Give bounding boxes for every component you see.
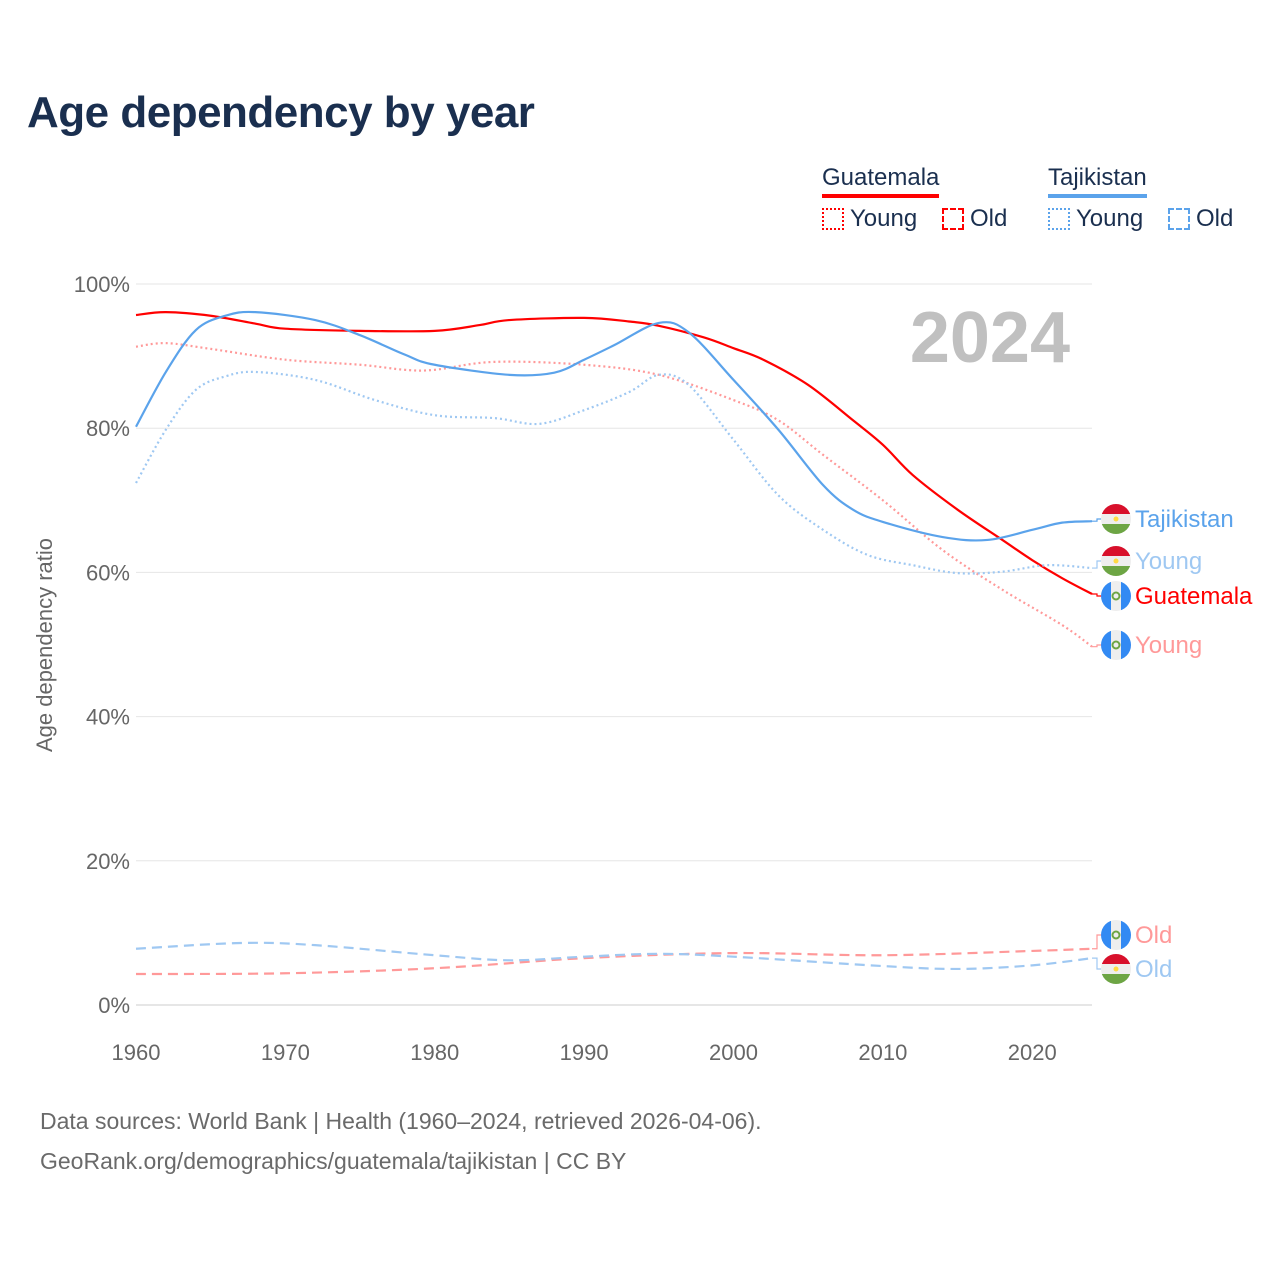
legend-tajikistan-old[interactable]: Old xyxy=(1168,205,1233,233)
label-connector xyxy=(1092,560,1102,569)
guatemala-flag-icon xyxy=(1101,581,1131,611)
legend-label: Young xyxy=(1076,205,1144,232)
x-tick-label: 2000 xyxy=(709,1040,758,1065)
dashed-swatch-icon xyxy=(942,208,964,230)
label-connector xyxy=(1092,934,1102,950)
footer-source: Data sources: World Bank | Health (1960–… xyxy=(40,1108,762,1134)
y-tick-label: 40% xyxy=(86,705,130,730)
y-tick-label: 60% xyxy=(86,560,130,585)
series-line-tajikistan-old xyxy=(135,941,1093,971)
x-tick-label: 2020 xyxy=(1008,1040,1057,1065)
y-tick-label: 100% xyxy=(74,272,130,297)
footer-link[interactable]: GeoRank.org/demographics/guatemala/tajik… xyxy=(40,1148,627,1174)
year-annotation: 2024 xyxy=(910,298,1070,378)
chart-title: Age dependency by year xyxy=(27,88,535,137)
legend-label: Young xyxy=(850,205,918,232)
y-tick-label: 0% xyxy=(98,993,130,1018)
dotted-swatch-icon xyxy=(1048,208,1070,230)
label-connector xyxy=(1092,644,1102,648)
series-line-guatemala xyxy=(135,311,1093,596)
series-end-label: Young xyxy=(1135,632,1202,659)
label-connector xyxy=(1092,957,1102,970)
legend-guatemala-old[interactable]: Old xyxy=(942,205,1007,233)
y-tick-label: 80% xyxy=(86,416,130,441)
series-line-guatemala-old xyxy=(135,947,1093,976)
series-end-label: Guatemala xyxy=(1135,583,1253,610)
series-end-label: Old xyxy=(1135,956,1172,983)
series-line-tajikistan xyxy=(135,310,1093,542)
x-tick-label: 1970 xyxy=(261,1040,310,1065)
label-connector xyxy=(1092,518,1102,522)
dashed-swatch-icon xyxy=(1168,208,1190,230)
series-end-label: Old xyxy=(1135,922,1172,949)
tajikistan-flag-icon xyxy=(1101,954,1131,984)
guatemala-flag-icon xyxy=(1101,630,1131,660)
line-chart: 0% 20% 40% 60% 80% 100% 1960 1970 1980 1990 2000 20… xyxy=(32,272,1253,1065)
legend-tajikistan[interactable]: Tajikistan xyxy=(1048,164,1147,198)
legend-label: Old xyxy=(970,205,1008,232)
y-axis-label: Age dependency ratio xyxy=(32,538,57,752)
tajikistan-flag-icon xyxy=(1101,546,1131,576)
series-end-label: Tajikistan xyxy=(1135,506,1234,533)
x-tick-label: 1990 xyxy=(560,1040,609,1065)
x-tick-label: 2010 xyxy=(858,1040,907,1065)
legend-guatemala-young[interactable]: Young xyxy=(822,205,917,233)
y-tick-label: 20% xyxy=(86,849,130,874)
series-line-tajikistan-young xyxy=(135,370,1093,575)
series-line-guatemala-young xyxy=(135,342,1093,648)
label-connector xyxy=(1092,593,1102,597)
legend-label: Old xyxy=(1196,205,1234,232)
guatemala-flag-icon xyxy=(1101,920,1131,950)
x-tick-label: 1960 xyxy=(112,1040,161,1065)
legend-tajikistan-young[interactable]: Young xyxy=(1048,205,1143,233)
tajikistan-flag-icon xyxy=(1101,504,1131,534)
legend-guatemala[interactable]: Guatemala xyxy=(822,164,940,198)
dotted-swatch-icon xyxy=(822,208,844,230)
series-end-label: Young xyxy=(1135,548,1202,575)
x-tick-label: 1980 xyxy=(410,1040,459,1065)
